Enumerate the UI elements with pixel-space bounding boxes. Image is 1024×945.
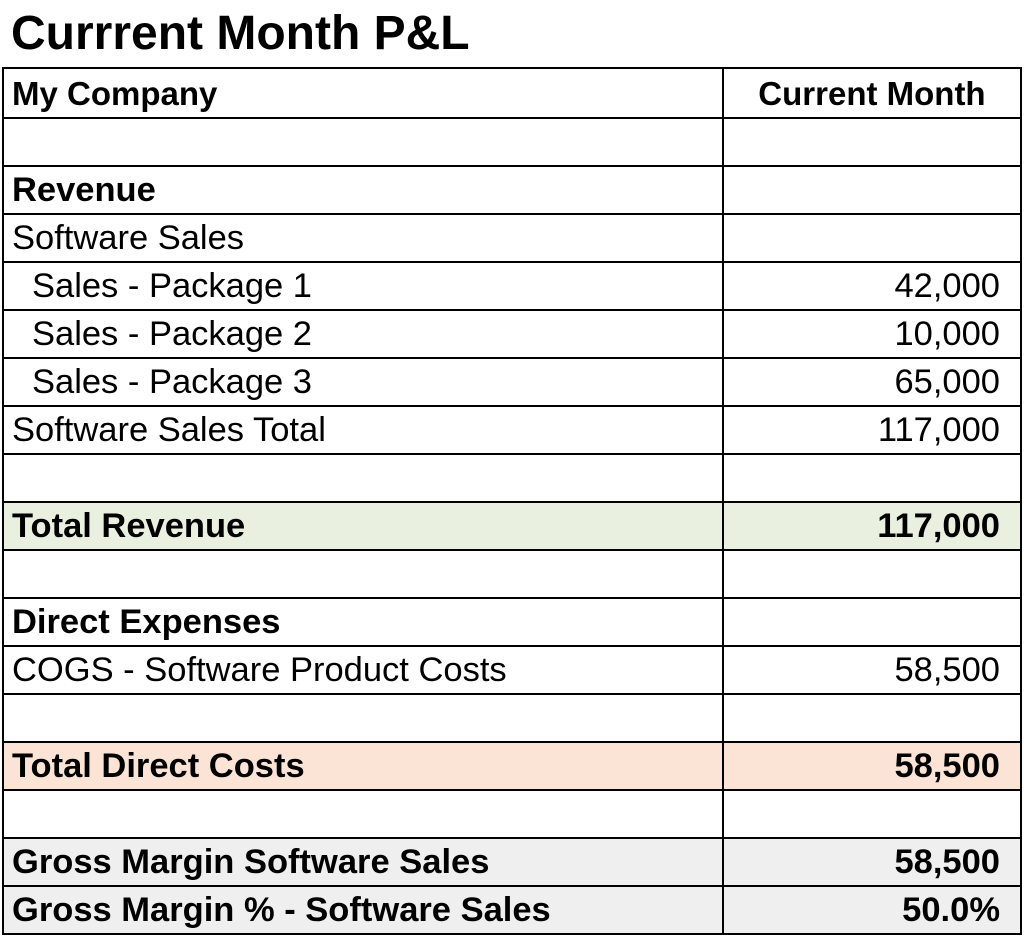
- line-item-row: Sales - Package 3 65,000: [2, 357, 1023, 407]
- line-item-value: 10,000: [721, 309, 1023, 359]
- spacer-row: [2, 117, 1023, 167]
- row-value: [721, 693, 1023, 743]
- group-label: Software Sales: [2, 213, 724, 263]
- subtotal-row: Software Sales Total 117,000: [2, 405, 1023, 455]
- table-header-row: My Company Current Month: [2, 67, 1023, 119]
- total-revenue-value: 117,000: [721, 501, 1023, 551]
- line-item-row: Sales - Package 1 42,000: [2, 261, 1023, 311]
- spacer-row: [2, 549, 1023, 599]
- line-item-label: Sales - Package 1: [2, 261, 724, 311]
- row-value: [721, 165, 1023, 215]
- row-value: [721, 789, 1023, 839]
- total-revenue-label: Total Revenue: [2, 501, 724, 551]
- row-label: [2, 453, 724, 503]
- subtotal-value: 117,000: [721, 405, 1023, 455]
- gross-margin-row: Gross Margin Software Sales 58,500: [2, 837, 1023, 887]
- group-heading-software-sales: Software Sales: [2, 213, 1023, 263]
- row-label: [2, 117, 724, 167]
- spacer-row: [2, 693, 1023, 743]
- line-item-row: Sales - Package 2 10,000: [2, 309, 1023, 359]
- line-item-label: COGS - Software Product Costs: [2, 645, 724, 695]
- company-name-header: My Company: [2, 67, 724, 119]
- pl-table: My Company Current Month Revenue Softwar…: [2, 67, 1023, 935]
- line-item-label: Sales - Package 3: [2, 357, 724, 407]
- row-label: [2, 789, 724, 839]
- line-item-value: 65,000: [721, 357, 1023, 407]
- page-title: Currrent Month P&L: [11, 7, 470, 60]
- total-revenue-row: Total Revenue 117,000: [2, 501, 1023, 551]
- section-label: Direct Expenses: [2, 597, 724, 647]
- spacer-row: [2, 453, 1023, 503]
- section-label: Revenue: [2, 165, 724, 215]
- subtotal-label: Software Sales Total: [2, 405, 724, 455]
- period-column-header: Current Month: [721, 67, 1023, 119]
- row-value: [721, 117, 1023, 167]
- gross-margin-percent-row: Gross Margin % - Software Sales 50.0%: [2, 885, 1023, 935]
- row-label: [2, 693, 724, 743]
- row-value: [721, 597, 1023, 647]
- line-item-value: 42,000: [721, 261, 1023, 311]
- total-direct-costs-row: Total Direct Costs 58,500: [2, 741, 1023, 791]
- section-heading-revenue: Revenue: [2, 165, 1023, 215]
- gross-margin-value: 58,500: [721, 837, 1023, 887]
- section-heading-direct-expenses: Direct Expenses: [2, 597, 1023, 647]
- total-direct-costs-value: 58,500: [721, 741, 1023, 791]
- line-item-row: COGS - Software Product Costs 58,500: [2, 645, 1023, 695]
- spacer-row: [2, 789, 1023, 839]
- total-direct-costs-label: Total Direct Costs: [2, 741, 724, 791]
- gross-margin-label: Gross Margin Software Sales: [2, 837, 724, 887]
- row-value: [721, 213, 1023, 263]
- row-value: [721, 453, 1023, 503]
- line-item-label: Sales - Package 2: [2, 309, 724, 359]
- row-value: [721, 549, 1023, 599]
- line-item-value: 58,500: [721, 645, 1023, 695]
- gross-margin-percent-value: 50.0%: [721, 885, 1023, 935]
- row-label: [2, 549, 724, 599]
- gross-margin-percent-label: Gross Margin % - Software Sales: [2, 885, 724, 935]
